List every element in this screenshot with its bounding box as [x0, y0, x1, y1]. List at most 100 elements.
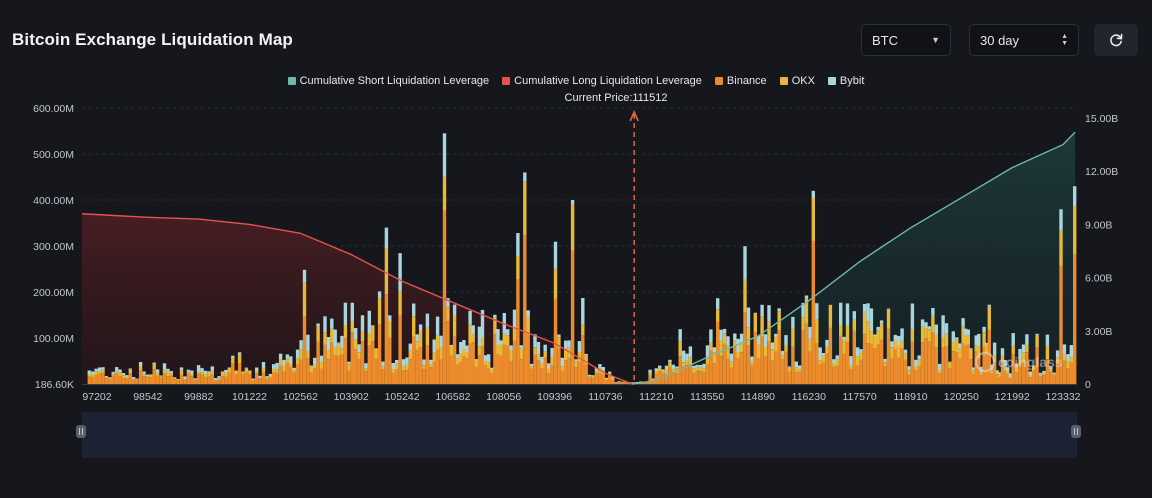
binance-bar [767, 341, 771, 384]
x-tick-label: 103902 [334, 391, 369, 403]
bybit-bar [381, 361, 385, 367]
current-price-label: Current Price:111512 [564, 92, 668, 104]
okx-bar [825, 346, 829, 354]
bybit-bar [736, 338, 740, 352]
okx-bar [132, 378, 136, 380]
x-tick-label: 99882 [184, 391, 213, 403]
bybit-bar [220, 371, 225, 373]
binance-bar [289, 367, 293, 384]
okx-bar [135, 379, 139, 381]
okx-bar [316, 326, 320, 342]
okx-bar [897, 345, 901, 358]
legend-item-short[interactable]: Cumulative Short Liquidation Leverage [287, 75, 489, 87]
bybit-bar [985, 342, 989, 345]
bybit-bar [804, 295, 809, 299]
binance-bar [176, 380, 180, 384]
okx-bar [903, 353, 908, 360]
okx-bar [750, 361, 754, 366]
okx-bar [839, 324, 843, 336]
bybit-bar [757, 335, 761, 345]
bybit-bar [196, 365, 201, 372]
okx-bar [1059, 230, 1063, 266]
refresh-button[interactable] [1094, 24, 1138, 56]
bybit-bar [941, 315, 945, 337]
okx-bar [258, 378, 262, 380]
bybit-bar [581, 298, 585, 325]
okx-bar [196, 371, 201, 374]
legend-item-bybit[interactable]: Bybit [827, 75, 864, 87]
legend-item-okx[interactable]: OKX [779, 75, 815, 87]
okx-bar [429, 364, 433, 368]
legend-item-binance[interactable]: Binance [714, 75, 767, 87]
bybit-bar [746, 307, 751, 328]
okx-bar [845, 325, 850, 343]
okx-bar [435, 335, 440, 350]
bybit-bar [268, 373, 272, 376]
okx-bar [299, 349, 303, 360]
binance-bar [108, 379, 112, 384]
okx-bar [581, 324, 585, 336]
okx-bar [948, 361, 952, 369]
bybit-bar [1066, 354, 1070, 362]
bybit-bar [914, 359, 918, 367]
bybit-bar [839, 302, 843, 325]
binance-bar [907, 374, 911, 384]
legend-item-long[interactable]: Cumulative Long Liquidation Leverage [502, 75, 702, 87]
binance-bar [760, 336, 764, 384]
binance-bar [642, 382, 646, 384]
bybit-bar [900, 328, 904, 341]
bybit-bar [306, 334, 310, 351]
zoom-slider[interactable] [76, 412, 1081, 458]
binance-bar [1073, 254, 1077, 384]
bybit-bar [145, 374, 150, 377]
bybit-bar [275, 362, 279, 370]
bybit-bar [487, 354, 491, 363]
okx-bar [459, 353, 463, 362]
symbol-select[interactable]: BTC ▼ [861, 24, 951, 56]
bybit-bar [1045, 334, 1050, 346]
okx-bar [493, 317, 497, 335]
binance-bar [818, 364, 822, 384]
okx-bar [920, 325, 925, 343]
binance-bar [152, 369, 156, 384]
binance-bar [439, 359, 443, 384]
bybit-bar [468, 310, 472, 325]
bybit-bar [907, 366, 911, 371]
bybit-bar [767, 305, 771, 322]
okx-bar [873, 336, 877, 349]
bybit-bar [435, 316, 440, 336]
x-tick-label: 106582 [435, 391, 470, 403]
legend-swatch-long [502, 77, 511, 85]
bybit-bar [540, 356, 544, 363]
okx-bar [886, 309, 891, 329]
okx-bar [468, 324, 472, 344]
bybit-bar [924, 322, 928, 328]
binance-bar [203, 377, 208, 384]
binance-bar [661, 373, 665, 384]
bybit-bar [506, 329, 510, 336]
bybit-bar [883, 358, 887, 363]
okx-bar [722, 333, 727, 344]
bybit-bar [101, 367, 105, 370]
okx-bar [719, 340, 723, 356]
binance-bar [958, 359, 962, 384]
binance-bar [412, 336, 416, 384]
binance-bar [777, 330, 781, 384]
okx-bar [1011, 345, 1015, 354]
binance-bar [306, 358, 310, 384]
y-right-tick-label: 15.00B [1085, 113, 1118, 125]
okx-bar [964, 335, 968, 346]
bybit-bar [142, 371, 146, 374]
okx-bar [1032, 365, 1036, 371]
up-down-icon: ▲ ▼ [1061, 33, 1068, 47]
okx-bar [169, 373, 173, 376]
okx-bar [1003, 366, 1007, 371]
okx-bar [408, 350, 412, 360]
binance-bar [787, 371, 792, 384]
okx-bar [360, 331, 365, 342]
binance-bar [1062, 360, 1067, 384]
period-select[interactable]: 30 day ▲ ▼ [969, 24, 1079, 56]
okx-bar [1008, 377, 1012, 379]
binance-bar [977, 358, 981, 384]
binance-bar [1018, 365, 1022, 384]
